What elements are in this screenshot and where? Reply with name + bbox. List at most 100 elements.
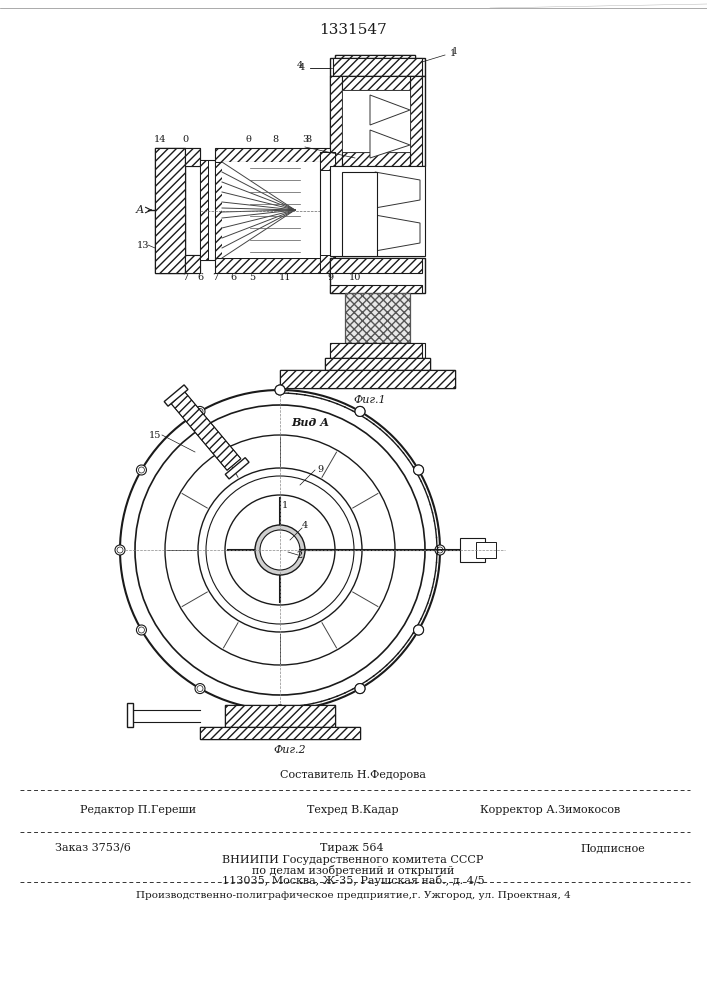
Polygon shape — [330, 343, 422, 358]
Text: 9: 9 — [317, 466, 323, 475]
Bar — [280, 370, 455, 388]
Bar — [320, 152, 335, 272]
Bar — [225, 705, 335, 727]
Circle shape — [115, 545, 125, 555]
Text: 0: 0 — [182, 135, 188, 144]
Circle shape — [277, 387, 283, 393]
Circle shape — [277, 707, 283, 713]
Circle shape — [275, 705, 285, 715]
Text: по делам изобретений и открытий: по делам изобретений и открытий — [252, 864, 454, 876]
Bar — [342, 172, 377, 256]
Circle shape — [414, 625, 423, 635]
Text: 113035, Москва, Ж-35, Раушская наб., д. 4/5: 113035, Москва, Ж-35, Раушская наб., д. … — [222, 874, 484, 886]
Bar — [185, 255, 200, 273]
Bar — [335, 55, 415, 67]
Polygon shape — [200, 160, 208, 260]
Text: А: А — [136, 205, 144, 215]
Circle shape — [355, 684, 365, 694]
Polygon shape — [410, 76, 422, 166]
Text: 1331547: 1331547 — [319, 23, 387, 37]
Text: Фиг.2: Фиг.2 — [274, 745, 306, 755]
Text: 1: 1 — [450, 48, 456, 57]
Polygon shape — [370, 95, 410, 125]
Text: Заказ 3753/6: Заказ 3753/6 — [55, 843, 131, 853]
Circle shape — [414, 465, 423, 475]
Circle shape — [355, 684, 365, 694]
Polygon shape — [342, 152, 410, 166]
Circle shape — [195, 406, 205, 416]
Polygon shape — [225, 705, 335, 727]
Polygon shape — [320, 255, 335, 273]
Polygon shape — [330, 258, 422, 273]
Text: Тираж 564: Тираж 564 — [320, 843, 384, 853]
Polygon shape — [370, 130, 410, 158]
Circle shape — [139, 467, 144, 473]
Polygon shape — [280, 370, 455, 388]
Bar — [330, 166, 425, 256]
Text: 6: 6 — [230, 273, 236, 282]
Bar — [476, 542, 496, 558]
Circle shape — [120, 390, 440, 710]
Text: 3: 3 — [302, 135, 308, 144]
Text: Производственно-полиграфическое предприятие,г. Ужгород, ул. Проектная, 4: Производственно-полиграфическое предприя… — [136, 890, 571, 900]
Bar — [345, 293, 410, 343]
Bar — [330, 58, 425, 76]
Bar — [330, 258, 425, 293]
Bar — [342, 90, 410, 152]
Polygon shape — [135, 405, 280, 695]
Polygon shape — [215, 258, 330, 273]
Circle shape — [197, 408, 203, 414]
Text: ВНИИПИ Государственного комитета СССР: ВНИИПИ Государственного комитета СССР — [222, 855, 484, 865]
Circle shape — [416, 467, 421, 473]
Bar — [390, 67, 398, 107]
Text: 7: 7 — [182, 273, 188, 282]
Circle shape — [275, 385, 285, 395]
Text: 1: 1 — [282, 500, 288, 510]
Text: 2: 2 — [297, 550, 303, 560]
Text: 4: 4 — [302, 520, 308, 530]
Polygon shape — [320, 152, 335, 170]
Circle shape — [435, 545, 445, 555]
Text: 1: 1 — [452, 47, 458, 56]
Polygon shape — [226, 458, 249, 479]
Text: 13: 13 — [136, 240, 149, 249]
Polygon shape — [215, 162, 222, 258]
Polygon shape — [325, 358, 430, 370]
Circle shape — [414, 465, 423, 475]
Polygon shape — [375, 215, 420, 251]
Text: 10: 10 — [349, 273, 361, 282]
Polygon shape — [333, 58, 422, 76]
Bar — [350, 67, 358, 107]
Polygon shape — [323, 162, 330, 258]
Polygon shape — [335, 55, 415, 67]
Circle shape — [117, 547, 123, 553]
Circle shape — [136, 465, 146, 475]
Polygon shape — [155, 148, 185, 273]
Bar — [222, 162, 322, 258]
Text: 15: 15 — [148, 430, 161, 440]
Bar — [185, 148, 200, 166]
Circle shape — [195, 684, 205, 694]
Text: Подписное: Подписное — [580, 843, 645, 853]
Circle shape — [355, 406, 365, 416]
Bar — [460, 538, 485, 562]
Text: Корректор А.Зимокосов: Корректор А.Зимокосов — [480, 805, 620, 815]
Text: Вид А: Вид А — [291, 416, 329, 428]
Text: 7: 7 — [212, 273, 218, 282]
Circle shape — [414, 625, 423, 635]
Circle shape — [357, 686, 363, 692]
Polygon shape — [169, 390, 241, 470]
Polygon shape — [330, 76, 342, 166]
Polygon shape — [375, 172, 420, 208]
Polygon shape — [185, 255, 200, 273]
Text: 8: 8 — [272, 135, 278, 144]
Circle shape — [198, 468, 362, 632]
Circle shape — [139, 627, 144, 633]
Polygon shape — [342, 76, 410, 90]
Circle shape — [255, 525, 305, 575]
Polygon shape — [164, 385, 188, 406]
Text: Составитель Н.Федорова: Составитель Н.Федорова — [280, 770, 426, 780]
Text: 6: 6 — [197, 273, 203, 282]
Text: 8: 8 — [305, 135, 311, 144]
Text: Фиг.1: Фиг.1 — [354, 395, 386, 405]
